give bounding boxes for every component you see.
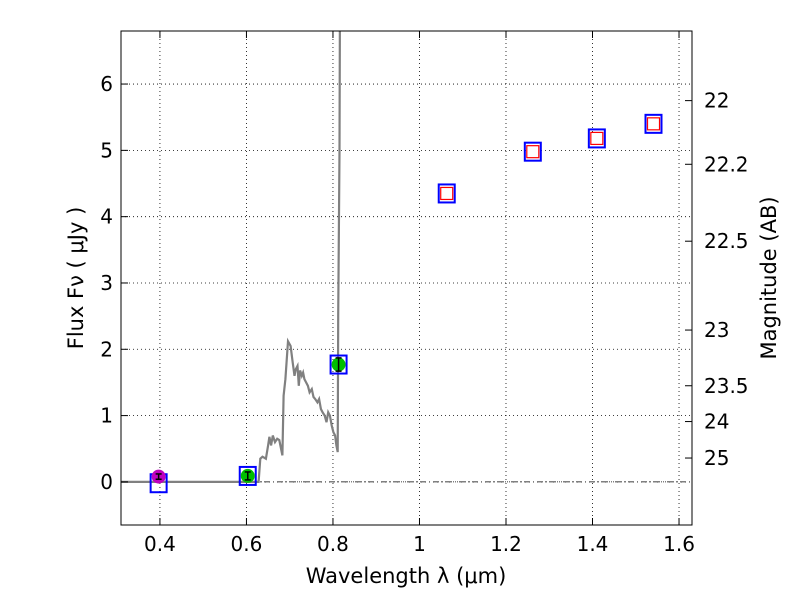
magnitude-tick-label: 23 — [704, 318, 729, 342]
magnitude-tick-label: 22.5 — [704, 229, 749, 253]
x-axis-ticks: 0.4 0.6 0.8 1 1.2 1.4 1.6 — [144, 31, 695, 556]
magnitude-tick-label: 25 — [704, 446, 729, 470]
x-tick-label: 0.8 — [317, 532, 349, 556]
x-tick-label: 0.4 — [144, 532, 176, 556]
y-axis-label: Flux Fν ( μJy ) — [64, 207, 88, 350]
upper-limit-marker — [526, 145, 540, 159]
x-tick-label: 1 — [413, 532, 426, 556]
x-tick-label: 0.6 — [231, 532, 263, 556]
model-flux-marker — [238, 465, 257, 486]
model-flux-marker — [329, 354, 348, 375]
magnitude-tick-label: 23.5 — [704, 374, 749, 398]
model-flux-marker — [644, 113, 663, 134]
magnitude-tick-label: 22 — [704, 89, 729, 113]
y-tick-label: 1 — [100, 404, 113, 428]
y-tick-label: 3 — [100, 271, 113, 295]
model-spectrum-line — [121, 31, 341, 483]
magnitude-axis-ticks: 22 22.2 22.5 23 23.5 24 25 — [685, 89, 749, 470]
y-axis-ticks: 0 1 2 3 4 5 6 — [100, 72, 128, 494]
magnitude-tick-label: 22.2 — [704, 152, 749, 176]
upper-limit-marker — [590, 131, 604, 146]
upper-limit-marker — [440, 186, 454, 201]
model-flux-marker — [587, 128, 606, 149]
magnitude-tick-label: 24 — [704, 410, 729, 434]
y-tick-label: 6 — [100, 72, 113, 96]
x-tick-label: 1.2 — [490, 532, 522, 556]
y-tick-label: 4 — [100, 205, 113, 229]
model-flux-marker — [437, 183, 456, 204]
x-tick-label: 1.4 — [577, 532, 609, 556]
data-markers — [149, 113, 663, 494]
y-tick-label: 2 — [100, 337, 113, 361]
grid-lines — [121, 31, 692, 525]
magnitude-axis-label: Magnitude (AB) — [757, 196, 781, 359]
plot-area — [121, 31, 692, 494]
plot-frame — [120, 30, 693, 526]
upper-limit-marker — [646, 117, 661, 131]
model-flux-marker — [523, 141, 542, 162]
y-tick-label: 0 — [100, 470, 113, 494]
y-tick-label: 5 — [100, 138, 113, 162]
x-axis-label: Wavelength λ (μm) — [306, 564, 507, 588]
x-tick-label: 1.6 — [663, 532, 695, 556]
